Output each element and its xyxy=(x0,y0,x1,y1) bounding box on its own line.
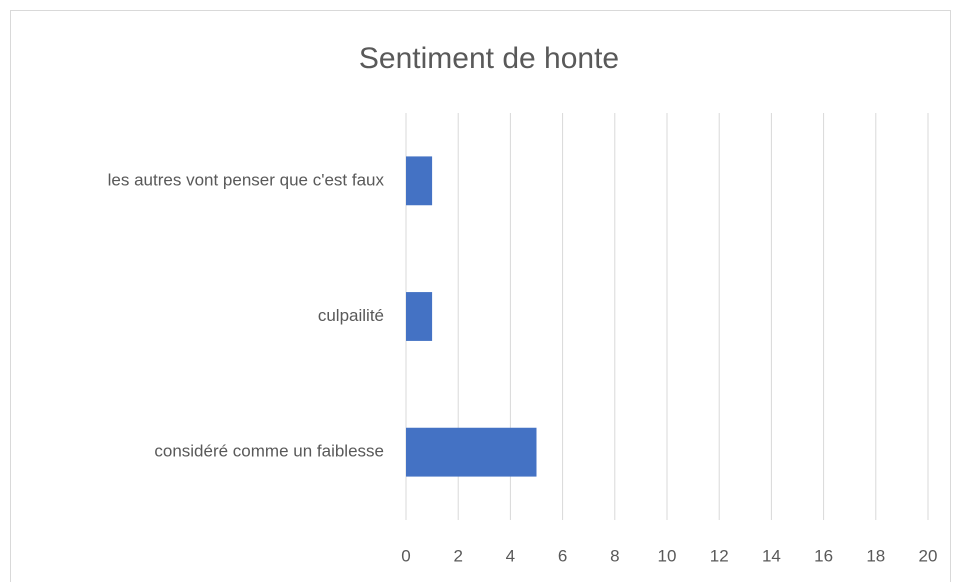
bar xyxy=(406,427,537,477)
x-tick-label: 14 xyxy=(762,546,781,565)
x-tick-label: 8 xyxy=(610,546,619,565)
chart-border xyxy=(10,10,951,582)
x-tick-label: 12 xyxy=(710,546,729,565)
y-tick-label: culpailité xyxy=(318,306,384,325)
x-tick-label: 20 xyxy=(919,546,938,565)
x-tick-label: 0 xyxy=(401,546,410,565)
x-tick-label: 2 xyxy=(453,546,462,565)
y-tick-label: considéré comme un faiblesse xyxy=(154,442,384,461)
x-tick-label: 16 xyxy=(814,546,833,565)
chart-title: Sentiment de honte xyxy=(359,42,619,75)
x-tick-label: 4 xyxy=(506,546,515,565)
y-tick-label: les autres vont penser que c'est faux xyxy=(108,170,385,189)
bar xyxy=(406,156,433,206)
x-tick-label: 10 xyxy=(658,546,677,565)
bar xyxy=(406,292,433,341)
x-tick-label: 6 xyxy=(558,546,567,565)
x-tick-label: 18 xyxy=(866,546,885,565)
